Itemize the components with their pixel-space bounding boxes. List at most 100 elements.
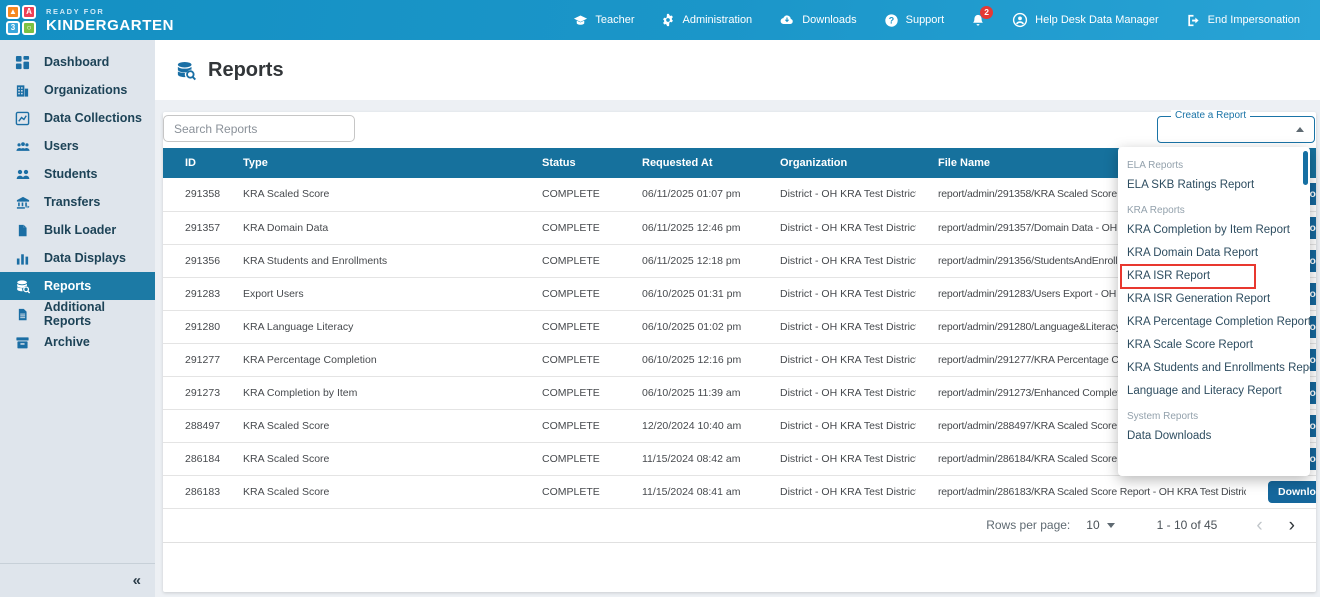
cell-status: COMPLETE: [520, 343, 620, 377]
bar-chart-icon: [14, 251, 31, 266]
report-search-icon: [14, 279, 31, 294]
pagination-bar: Rows per page: 10 1 - 10 of 45 ‹ ›: [163, 509, 1316, 543]
cell-status: COMPLETE: [520, 475, 620, 509]
cell-id: 286183: [163, 475, 221, 509]
cell-id: 288497: [163, 409, 221, 443]
menu-item-kra-isr-generation-report[interactable]: KRA ISR Generation Report: [1127, 293, 1271, 305]
cell-requested-at: 06/11/2025 01:07 pm: [620, 178, 758, 212]
cell-status: COMPLETE: [520, 178, 620, 212]
logout-icon: [1186, 13, 1201, 28]
cell-id: 291356: [163, 244, 221, 278]
sidebar-item-bulk-loader[interactable]: Bulk Loader: [0, 216, 155, 244]
cell-requested-at: 11/15/2024 08:41 am: [620, 475, 758, 509]
sidebar-item-label: Data Collections: [44, 111, 142, 125]
app-logo: ▲ A 3 ○: [6, 5, 36, 35]
brand-kindergarten: KINDERGARTEN: [46, 16, 175, 34]
cell-id: 291283: [163, 277, 221, 311]
cell-id: 291277: [163, 343, 221, 377]
collapse-sidebar-button[interactable]: «: [132, 572, 141, 589]
sidebar-item-dashboard[interactable]: Dashboard: [0, 48, 155, 76]
create-report-select[interactable]: Create a Report: [1157, 110, 1315, 143]
sidebar-item-students[interactable]: Students: [0, 160, 155, 188]
page-header: Reports: [155, 40, 1320, 100]
nav-downloads-label: Downloads: [802, 14, 857, 26]
search-row: [163, 112, 1316, 148]
next-page-button[interactable]: ›: [1288, 514, 1295, 536]
menu-item-kra-completion-by-item-report[interactable]: KRA Completion by Item Report: [1127, 224, 1290, 236]
file-icon: [14, 223, 31, 238]
nav-teacher[interactable]: Teacher: [573, 13, 634, 28]
archive-icon: [14, 335, 31, 350]
sidebar-item-label: Data Displays: [44, 251, 126, 265]
nav-support[interactable]: ? Support: [884, 13, 944, 28]
question-circle-icon: ?: [884, 13, 899, 28]
cell-organization: District - OH KRA Test District: [758, 277, 916, 311]
sidebar-item-organizations[interactable]: Organizations: [0, 76, 155, 104]
menu-item-data-downloads[interactable]: Data Downloads: [1127, 430, 1212, 442]
cell-requested-at: 06/10/2025 01:02 pm: [620, 310, 758, 344]
cell-organization: District - OH KRA Test District: [758, 211, 916, 245]
nav-administration-label: Administration: [682, 14, 753, 26]
menu-section-system-reports: System Reports: [1127, 411, 1199, 422]
cell-file-name: report/admin/286183/KRA Scaled Score Rep…: [916, 475, 1246, 509]
table-row: 291277 KRA Percentage Completion COMPLET…: [163, 343, 1316, 377]
rows-per-page-value: 10: [1086, 518, 1100, 532]
cell-id: 291358: [163, 178, 221, 212]
column-header-type: Type: [221, 148, 520, 178]
sidebar-item-archive[interactable]: Archive: [0, 328, 155, 356]
column-header-id: ID: [163, 148, 221, 178]
nav-end-impersonation[interactable]: End Impersonation: [1186, 13, 1300, 28]
svg-text:?: ?: [888, 15, 893, 25]
cell-organization: District - OH KRA Test District: [758, 376, 916, 410]
rows-per-page-select[interactable]: 10: [1086, 518, 1115, 532]
download-button[interactable]: Download: [1268, 480, 1316, 503]
menu-item-kra-domain-data-report[interactable]: KRA Domain Data Report: [1127, 247, 1259, 259]
cell-status: COMPLETE: [520, 409, 620, 443]
brand-ready-for: READY FOR: [46, 6, 105, 16]
nav-downloads[interactable]: Downloads: [779, 13, 857, 27]
menu-item-language-and-literacy-report[interactable]: Language and Literacy Report: [1127, 385, 1282, 397]
cell-id: 291357: [163, 211, 221, 245]
page-title: Reports: [208, 58, 284, 81]
pagination-range: 1 - 10 of 45: [1156, 518, 1218, 532]
sidebar-item-users[interactable]: Users: [0, 132, 155, 160]
menu-section-ela-reports: ELA Reports: [1127, 160, 1184, 171]
cell-type: Export Users: [221, 277, 520, 311]
nav-administration[interactable]: Administration: [661, 13, 752, 27]
menu-item-kra-percentage-completion-report[interactable]: KRA Percentage Completion Report: [1127, 316, 1310, 328]
menu-scrollbar-thumb[interactable]: [1303, 151, 1308, 185]
cell-requested-at: 06/10/2025 01:31 pm: [620, 277, 758, 311]
sidebar-item-label: Archive: [44, 335, 90, 349]
cell-type: KRA Scaled Score: [221, 442, 520, 476]
logo-block-red: A: [22, 5, 36, 19]
nav-notifications[interactable]: 2: [971, 5, 994, 28]
menu-item-kra-scale-score-report[interactable]: KRA Scale Score Report: [1127, 339, 1253, 351]
search-input[interactable]: [163, 115, 355, 142]
cell-type: KRA Language Literacy: [221, 310, 520, 344]
sidebar-item-additional-reports[interactable]: Additional Reports: [0, 300, 155, 328]
cell-type: KRA Domain Data: [221, 211, 520, 245]
nav-user-menu[interactable]: Help Desk Data Manager: [1012, 12, 1159, 28]
chevron-up-icon: [1296, 127, 1304, 132]
sidebar: Dashboard Organizations Data Collections…: [0, 40, 155, 597]
menu-item-ela-skb-ratings-report[interactable]: ELA SKB Ratings Report: [1127, 179, 1255, 191]
sidebar-item-data-collections[interactable]: Data Collections: [0, 104, 155, 132]
sidebar-item-label: Organizations: [44, 83, 128, 97]
app-bar: ▲ A 3 ○ READY FOR KINDERGARTEN Teacher A…: [0, 0, 1320, 40]
cell-type: KRA Scaled Score: [221, 178, 520, 212]
cell-id: 286184: [163, 442, 221, 476]
menu-item-kra-students-and-enrollments-report[interactable]: KRA Students and Enrollments Report: [1127, 362, 1310, 374]
sidebar-item-transfers[interactable]: Transfers: [0, 188, 155, 216]
cell-status: COMPLETE: [520, 211, 620, 245]
sidebar-item-data-displays[interactable]: Data Displays: [0, 244, 155, 272]
sidebar-item-reports[interactable]: Reports: [0, 272, 155, 300]
cloud-download-icon: [779, 13, 795, 27]
column-header-status: Status: [520, 148, 620, 178]
users-icon: [14, 139, 31, 154]
building-icon: [14, 83, 31, 98]
previous-page-button[interactable]: ‹: [1256, 514, 1263, 536]
sidebar-item-label: Transfers: [44, 195, 101, 209]
menu-item-kra-isr-report[interactable]: KRA ISR Report: [1118, 264, 1310, 289]
nav-end-impersonation-label: End Impersonation: [1207, 14, 1300, 26]
chevron-down-icon: [1106, 522, 1115, 528]
